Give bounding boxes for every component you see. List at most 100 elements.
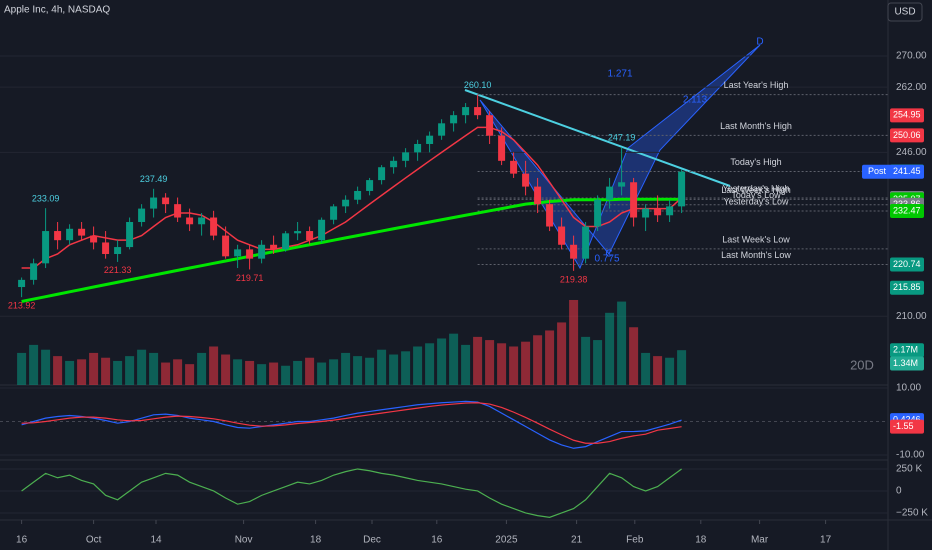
volume-bar [197, 352, 207, 385]
volume-bar [125, 356, 135, 385]
volume-bar [641, 352, 651, 385]
y-tick-label: 0 [896, 486, 902, 497]
level-label: Last Week's Low [722, 234, 790, 244]
candle-body [114, 247, 122, 255]
post-badge [862, 164, 924, 179]
level-label: Last Month's Low [721, 250, 791, 260]
indicator-line [21, 468, 682, 518]
candle-body [282, 233, 290, 250]
volume-bar [401, 351, 411, 385]
candle-body [366, 180, 374, 191]
volume-bar [245, 360, 255, 385]
volume-bar [317, 362, 327, 385]
x-tick-label: 17 [820, 535, 832, 546]
level-label: Today's High [730, 157, 781, 167]
volume-bar [185, 364, 195, 385]
candle-body [654, 208, 662, 216]
volume-bar [233, 359, 243, 385]
x-tick-label: Mar [751, 535, 769, 546]
axis-badge [890, 419, 924, 434]
axis-badge-label: -1.55 [893, 421, 914, 431]
volume-bar [293, 360, 303, 385]
candle-body [546, 204, 554, 227]
currency[interactable]: USD [894, 7, 915, 18]
price-label: 219.38 [560, 274, 588, 284]
axis-badge [890, 356, 924, 371]
candle-body [318, 219, 326, 241]
axis-badge [890, 280, 924, 295]
volume-bar [665, 357, 675, 385]
indicator-line [21, 197, 682, 303]
candle-body [678, 171, 686, 207]
axis-badge [890, 108, 924, 123]
level-label: Today's Low [731, 190, 781, 200]
candle-body [378, 167, 386, 181]
y-tick-label: 10.00 [896, 383, 921, 394]
volume-bar [497, 343, 507, 385]
candle-body [186, 217, 194, 225]
volume-bar [677, 350, 687, 385]
candle-body [606, 186, 614, 200]
candle-body [342, 199, 350, 207]
axis-badge [890, 257, 924, 272]
volume-bar [89, 352, 99, 385]
volume-average-label: 20D [850, 357, 874, 372]
volume-bar [581, 336, 591, 385]
volume-bar [329, 359, 339, 385]
candle-body [258, 244, 266, 259]
x-tick-label: Dec [363, 535, 381, 546]
axis-badge-label: 254.95 [893, 110, 921, 120]
pattern-label: D [756, 37, 763, 48]
x-tick-label: Oct [86, 535, 102, 546]
candle-body [174, 204, 182, 218]
axis-badge-label: 250.06 [893, 130, 921, 140]
volume-bar [413, 346, 423, 385]
candle-body [138, 208, 146, 223]
candle-body [294, 231, 302, 234]
volume-bar [305, 357, 315, 385]
level-label: Yesterday's High [723, 183, 790, 193]
level-label: Last Year's High [724, 80, 789, 90]
axis-badge-label: 215.85 [893, 282, 921, 292]
x-tick-label: 21 [571, 535, 583, 546]
candle-body [534, 186, 542, 205]
candle-body [162, 197, 170, 205]
candle-body [222, 235, 230, 257]
price-label: 233.09 [32, 194, 60, 204]
x-tick-label: 16 [16, 535, 28, 546]
volume-bar [257, 364, 267, 385]
candle-body [450, 115, 458, 124]
candle-body [582, 226, 590, 259]
pattern-label: C [605, 249, 612, 260]
y-tick-label: 246.00 [896, 147, 927, 158]
candle-body [78, 228, 86, 236]
candle-body [498, 135, 506, 161]
candle-body [90, 235, 98, 243]
axis-badge-label: 1.34M [893, 358, 918, 368]
volume-bar [461, 344, 471, 385]
trend-line [464, 89, 731, 187]
volume-bar [545, 330, 555, 385]
candle-body [42, 231, 50, 264]
volume-bar [425, 343, 435, 385]
currency-button[interactable] [887, 2, 923, 22]
candle-body [570, 244, 578, 259]
candle-body [426, 135, 434, 144]
candle-body [354, 190, 362, 200]
x-tick-label: 16 [431, 535, 443, 546]
candle-body [438, 123, 446, 136]
candle-body [234, 249, 242, 257]
candle-body [630, 182, 638, 218]
candle-body [462, 107, 470, 116]
volume-bar [149, 352, 159, 385]
pattern-label: 0.775 [594, 254, 619, 265]
candle-body [306, 231, 314, 241]
candle-body [30, 263, 38, 280]
axis-badge-label: 2.17M [893, 345, 918, 355]
axis-badge-label: 0.4246 [893, 414, 921, 424]
candle-body [594, 199, 602, 227]
volume-bar [569, 299, 579, 385]
x-tick-label: 18 [310, 535, 322, 546]
volume-bar [29, 344, 39, 385]
